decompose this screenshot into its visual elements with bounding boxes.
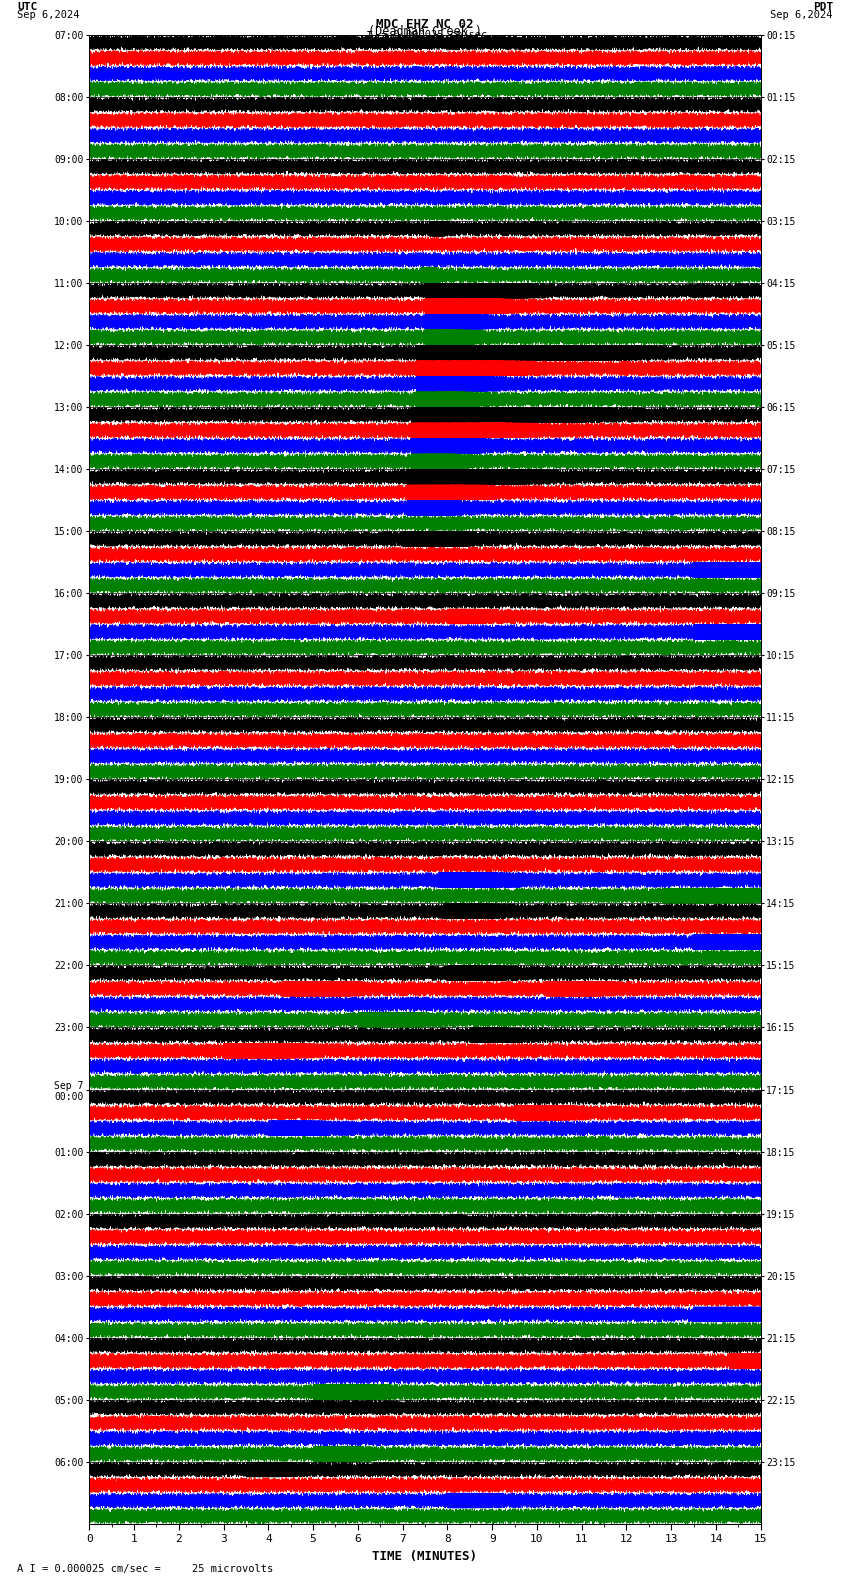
Text: = 0.000025 cm/sec: = 0.000025 cm/sec	[381, 30, 487, 41]
Text: I: I	[366, 30, 373, 43]
Text: MDC EHZ NC 02: MDC EHZ NC 02	[377, 17, 473, 32]
Text: Sep 6,2024: Sep 6,2024	[17, 10, 80, 21]
Text: UTC: UTC	[17, 2, 37, 13]
Text: A I = 0.000025 cm/sec =     25 microvolts: A I = 0.000025 cm/sec = 25 microvolts	[17, 1565, 273, 1574]
Text: PDT: PDT	[813, 2, 833, 13]
Text: Sep 6,2024: Sep 6,2024	[770, 10, 833, 21]
X-axis label: TIME (MINUTES): TIME (MINUTES)	[372, 1549, 478, 1563]
Text: (Deadman Creek ): (Deadman Creek )	[368, 24, 482, 38]
